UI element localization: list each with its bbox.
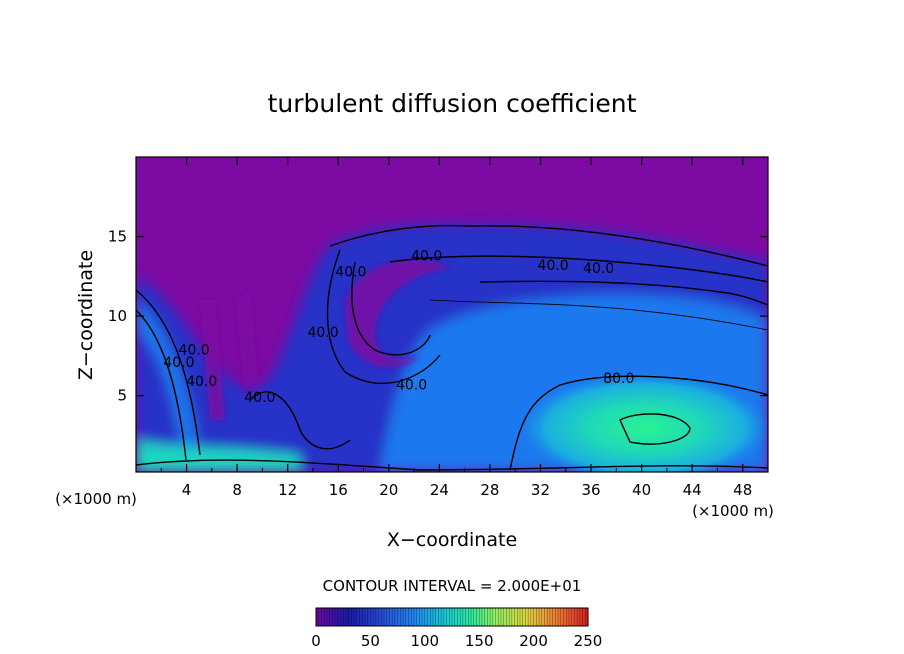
x-tick-label: 40 [632,481,651,499]
x-tick-label: 8 [232,481,242,499]
contour-label: 40.0 [244,390,275,406]
contour-line-3 [479,280,768,306]
colorbar-stripes [315,608,589,626]
contour-label: 40.0 [335,264,366,280]
x-tick-label: 16 [329,481,348,499]
x-tick-label: 12 [278,481,297,499]
field-hotspot [520,373,768,472]
x-tick-label: 44 [683,481,702,499]
contour-line-4 [509,375,768,471]
y-axis-title: Z−coordinate [75,250,97,380]
contour-label: 40.0 [583,261,614,277]
contour-label: 80.0 [603,371,634,387]
colorbar-frame [315,607,589,627]
x-tick-label: 36 [581,481,600,499]
contour-line-9 [136,309,187,461]
y-tick-label: 15 [108,228,127,246]
contour-line-6 [326,249,441,385]
field-purple-streak-1 [200,300,225,420]
x-axis-title: X−coordinate [387,529,517,551]
contour-line-1 [329,224,768,267]
contour-line-7 [351,261,431,356]
colorbar: 0 50 100 150 200 250 [311,607,602,650]
colorbar-tick-label: 150 [465,632,494,650]
x-tick-label: 20 [379,481,398,499]
contour-interval-label: CONTOUR INTERVAL = 2.000E+01 [323,577,582,595]
field-bottom-band [136,440,300,472]
x-tick-label: 48 [733,481,752,499]
colorbar-tick-label: 250 [574,632,603,650]
contour-line-2 [389,255,768,283]
contour-label: 40.0 [411,248,442,264]
colorbar-tick-label: 0 [311,632,321,650]
y-tick-label: 10 [108,307,127,325]
colorbar-tick-label: 200 [519,632,548,650]
contour-label: 40.0 [186,374,217,390]
colorbar-tick-label: 100 [410,632,439,650]
contour-lines [136,224,768,471]
contour-label: 40.0 [163,355,194,371]
contour-label: 40.0 [396,377,427,393]
chart-title: turbulent diffusion coefficient [268,89,637,118]
x-tick-label: 32 [531,481,550,499]
contour-label: 40.0 [538,258,569,274]
colorbar-tick-label: 50 [361,632,380,650]
field-purple-streak-2 [236,290,258,390]
contour-line-12 [429,299,768,331]
contour-line-5 [619,413,691,445]
contour-line-10 [136,459,768,471]
x-tick-label: 24 [430,481,449,499]
contour-line-8 [136,289,201,456]
contour-label: 40.0 [179,342,210,358]
contour-label: 40.0 [307,325,338,341]
heatmap-field [136,157,768,472]
x-unit-label-right: (×1000 m) [692,502,774,520]
contour-line-11 [249,391,351,450]
x-unit-label-left: (×1000 m) [55,490,137,508]
x-tick-label: 28 [480,481,499,499]
contour-labels: 40.040.040.0 40.040.040.040.040.040.040.0… [163,248,634,406]
plot-frame [135,156,769,473]
field-left-arc [136,300,200,470]
colorbar-ticks: 0 50 100 150 200 250 [311,632,602,650]
x-tick-label: 4 [182,481,192,499]
field-swirl [345,259,450,367]
y-tick-label: 5 [117,387,127,405]
